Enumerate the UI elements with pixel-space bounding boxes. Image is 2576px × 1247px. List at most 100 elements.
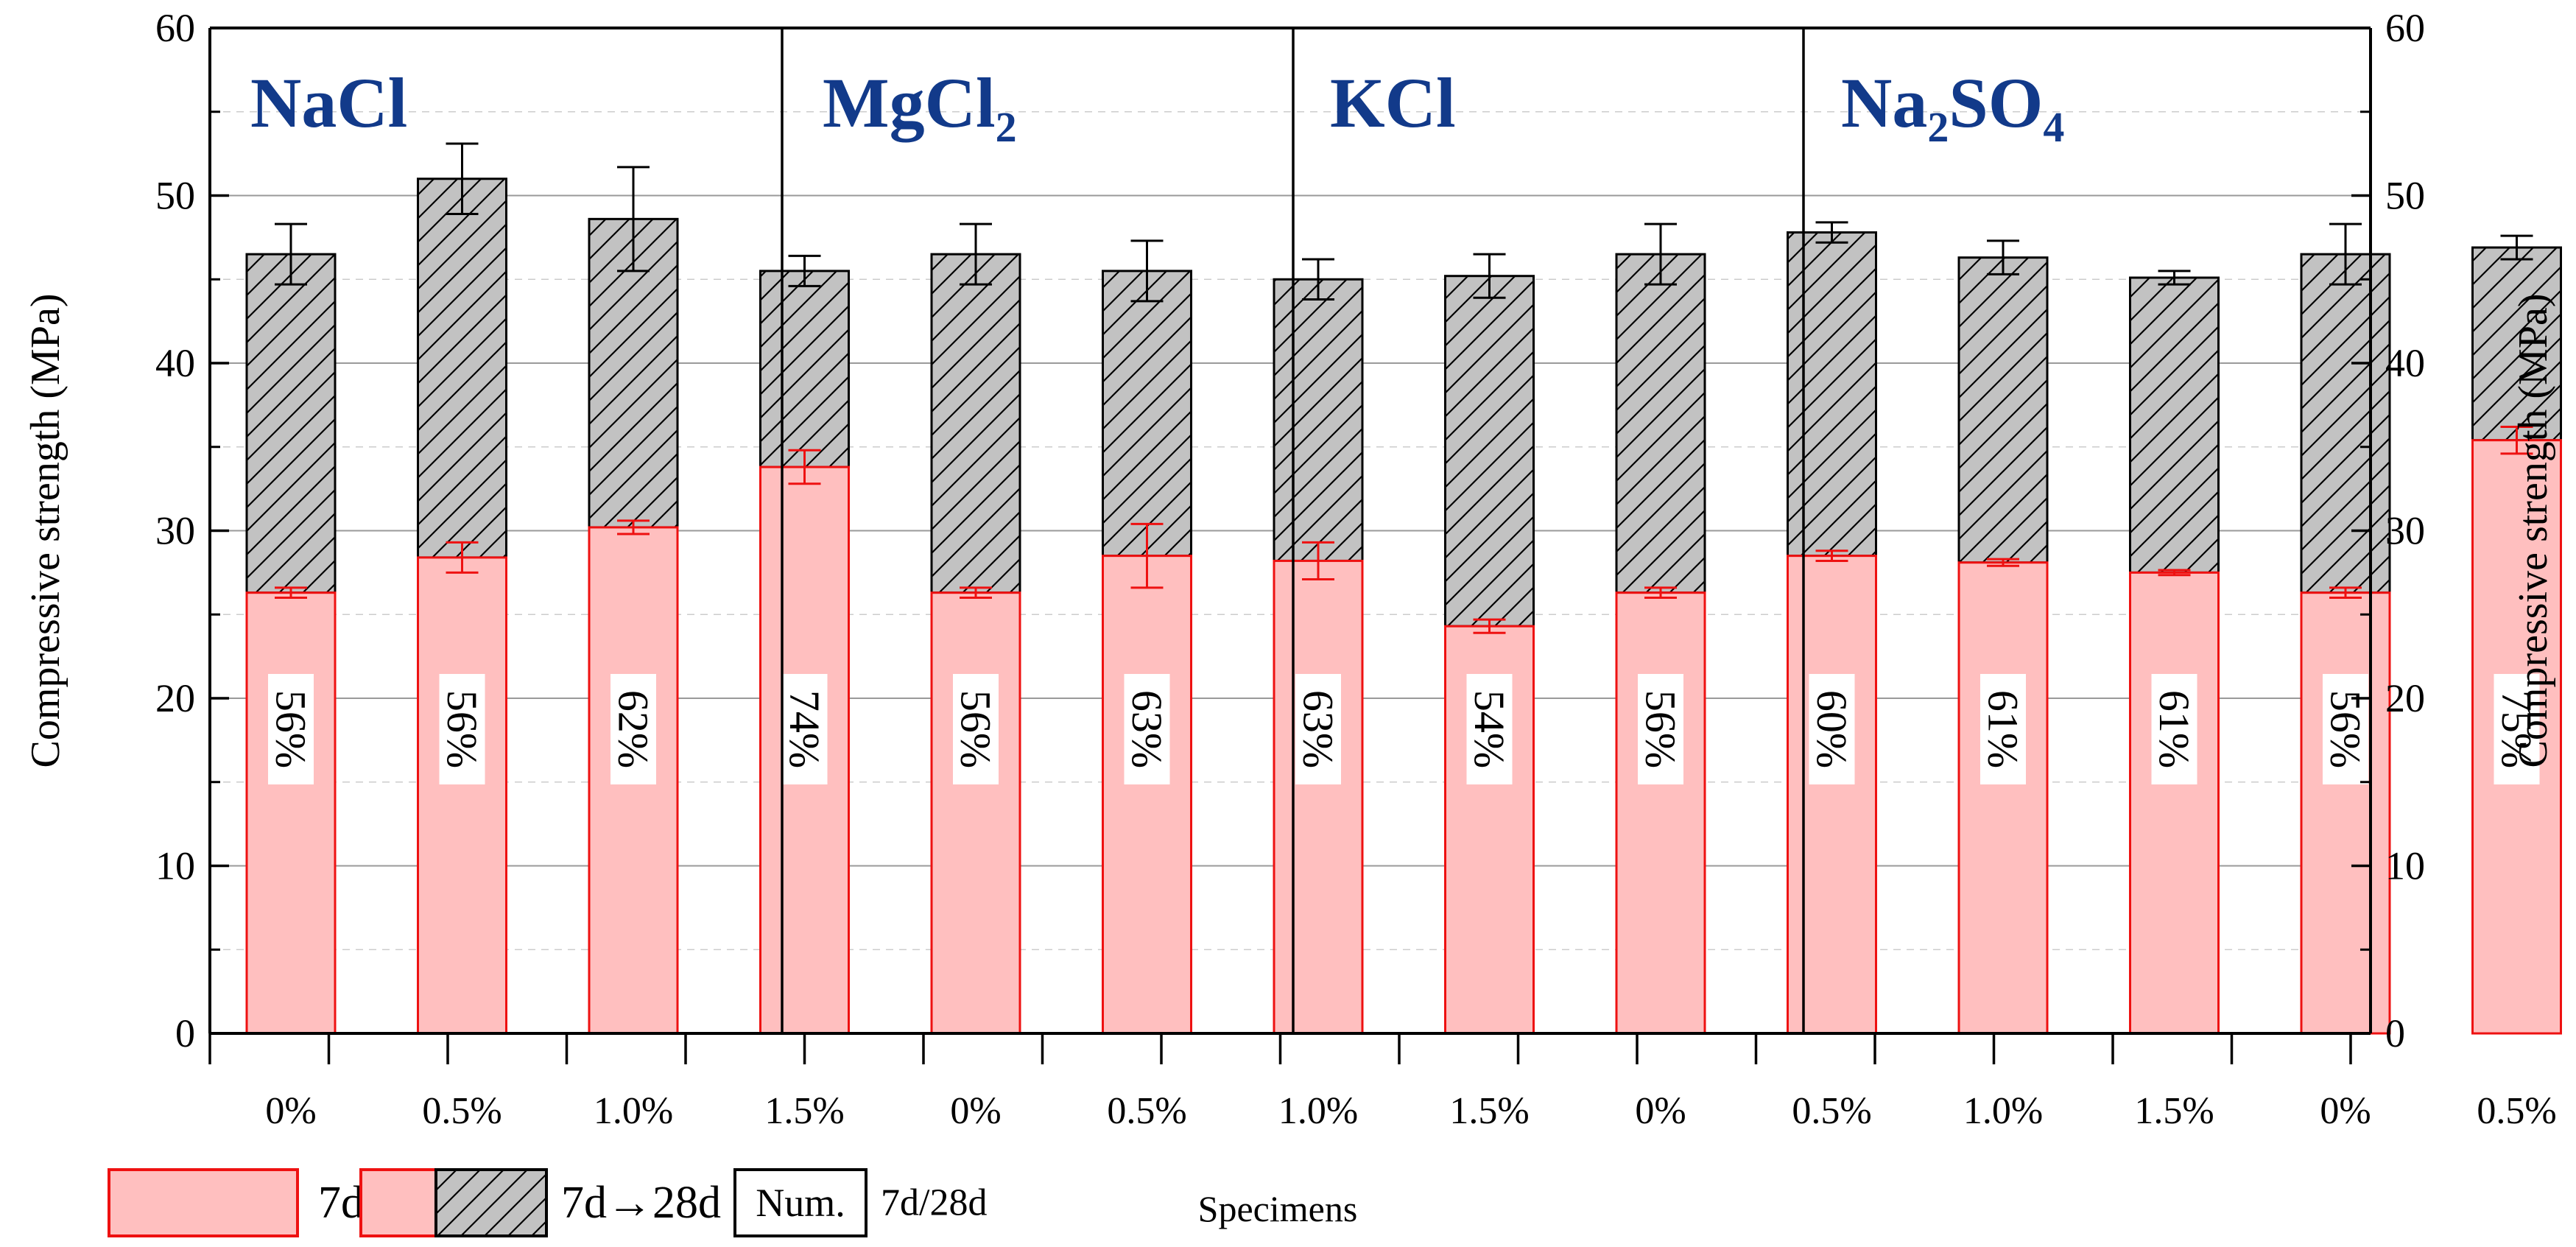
error-bar-28d	[1473, 253, 1506, 299]
ratio-label-text: 62%	[610, 690, 658, 768]
ratio-label-bg	[2494, 674, 2540, 784]
category-tick-label: 1.0%	[1963, 1090, 2043, 1132]
ratio-label-bg	[1124, 674, 1170, 784]
category-tick-label: 1.5%	[2134, 1090, 2214, 1132]
y-tick-label-left: 40	[155, 341, 195, 385]
ratio-label: 56%	[267, 674, 315, 784]
error-bar-7d	[275, 586, 307, 599]
y-tick-label-right: 60	[2385, 6, 2425, 50]
bar-7d-28d	[2300, 253, 2391, 594]
ratio-label: 63%	[1123, 674, 1171, 784]
bar-7d	[2129, 571, 2220, 1035]
ratio-label-bg	[439, 674, 485, 784]
ratio-label: 56%	[438, 674, 486, 784]
error-bar-7d	[1473, 618, 1506, 634]
group-label: KCl	[1330, 63, 1456, 142]
ratio-label: 61%	[2150, 674, 2198, 784]
group-label: Na2SO4	[1841, 63, 2064, 151]
ratio-label-bg	[2323, 674, 2368, 784]
category-tick-label: 1.5%	[764, 1090, 844, 1132]
ratio-label-bg	[2151, 674, 2197, 784]
y-tick-label-left: 50	[155, 174, 195, 218]
bar-7d-28d	[417, 178, 507, 559]
ratio-label: 75%	[2493, 674, 2541, 784]
bar-7d-28d	[759, 270, 850, 468]
bar-7d-28d	[1957, 256, 2049, 564]
error-bar-7d	[2500, 425, 2533, 455]
ratio-label-text: 63%	[1123, 690, 1171, 768]
error-bar-7d	[2329, 586, 2362, 599]
group-label: NaCl	[250, 63, 407, 142]
ratio-label-text: 56%	[952, 690, 1000, 768]
group-label-subscript: 2	[1927, 103, 1949, 151]
y-tick-label-right: 40	[2385, 341, 2425, 385]
error-bar-28d	[1302, 258, 1334, 301]
group-labels: NaCl MgCl2 KCl Na2SO4	[250, 63, 2064, 151]
ratio-label: 74%	[781, 674, 828, 784]
bar-7d	[1615, 591, 1706, 1035]
error-bar-28d	[960, 222, 992, 286]
error-bar-28d	[275, 222, 307, 286]
ratio-label-bg	[610, 674, 656, 784]
ratio-label: 56%	[2322, 674, 2370, 784]
error-bar-7d	[788, 449, 821, 485]
legend-swatch-7d	[108, 1168, 299, 1237]
ratio-label-bg	[1638, 674, 1683, 784]
bar-7d-28d	[1273, 278, 1364, 562]
y-tick-label-left: 60	[155, 6, 195, 50]
error-bar-7d	[1815, 549, 1848, 562]
bar-7d-28d	[930, 253, 1021, 594]
bar-7d	[1273, 559, 1364, 1035]
ratio-label-text: 54%	[1465, 690, 1513, 768]
legend-num-box	[733, 1168, 868, 1237]
group-label-subscript: 2	[996, 103, 1017, 151]
legend-swatch-7d-part	[359, 1168, 437, 1237]
error-bar-28d	[2329, 222, 2362, 286]
ratio-label-text: 56%	[267, 690, 315, 768]
bars: 56% 56% 62% 74% 56% 63% 63% 54% 56% 60% 61% 61% 56% 7…	[245, 142, 2562, 1035]
bar-7d	[245, 591, 337, 1035]
group-label-base: MgCl	[823, 63, 996, 142]
y-tick-label-right: 30	[2385, 509, 2425, 553]
error-bar-7d	[2158, 569, 2191, 577]
ratio-label: 63%	[1295, 674, 1342, 784]
error-bar-7d	[960, 586, 992, 599]
y-tick-label-left: 0	[175, 1011, 195, 1055]
y-tick-label-left: 20	[155, 676, 195, 720]
ratio-label-text: 61%	[1979, 690, 2027, 768]
y-tick-label-right: 10	[2385, 844, 2425, 888]
ratio-label-bg	[1295, 674, 1341, 784]
error-bar-7d	[1987, 558, 2019, 567]
error-bar-7d	[1644, 586, 1677, 599]
ratio-label-bg	[953, 674, 999, 784]
group-label-part: SO	[1949, 63, 2043, 142]
ratio-label: 54%	[1465, 674, 1513, 784]
ratio-label: 56%	[1637, 674, 1685, 784]
category-tick-label: 0.5%	[1107, 1090, 1186, 1132]
ratio-label: 62%	[610, 674, 658, 784]
category-tick-label: 0%	[265, 1090, 316, 1132]
bar-7d	[1957, 561, 2049, 1035]
legend-label-7d-28d: 7d→28d	[561, 1178, 721, 1228]
ratio-label: 56%	[952, 674, 1000, 784]
category-tick-label: 0.5%	[1792, 1090, 1871, 1132]
ratio-label-text: 56%	[2322, 690, 2370, 768]
legend-swatch-7d-28d	[434, 1168, 548, 1237]
ratio-label-bg	[268, 674, 314, 784]
y-tick-label-right: 20	[2385, 676, 2425, 720]
ratio-label-text: 63%	[1295, 690, 1342, 768]
bar-7d-28d	[1615, 253, 1706, 594]
ratio-label-bg	[1980, 674, 2026, 784]
group-label: MgCl2	[823, 63, 1017, 151]
bar-7d-28d	[2471, 246, 2562, 442]
y-tick-label-left: 10	[155, 844, 195, 888]
error-bar-7d	[1302, 541, 1334, 580]
error-bar-28d	[1815, 221, 1848, 244]
y-axis-title-left: Compressive strength (MPa)	[23, 294, 68, 768]
category-tick-label: 0%	[1635, 1090, 1686, 1132]
ratio-label-bg	[781, 674, 828, 784]
legend-num-box-text: Num.	[756, 1181, 845, 1225]
ratio-label-text: 75%	[2493, 690, 2541, 768]
category-tick-label: 0%	[950, 1090, 1001, 1132]
group-label-base: NaCl	[250, 63, 407, 142]
